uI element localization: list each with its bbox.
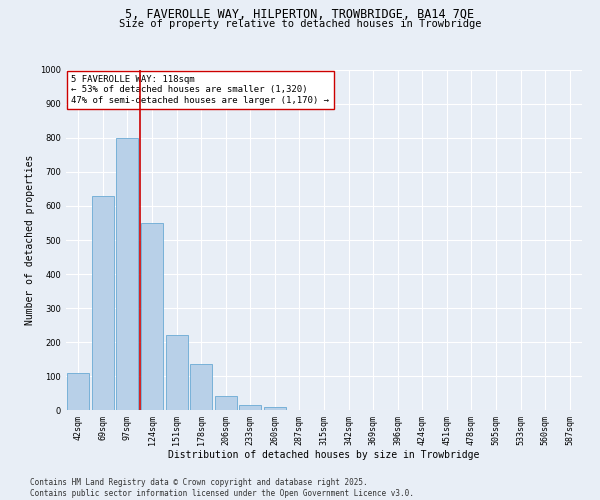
Text: Size of property relative to detached houses in Trowbridge: Size of property relative to detached ho… xyxy=(119,19,481,29)
Text: 5, FAVEROLLE WAY, HILPERTON, TROWBRIDGE, BA14 7QE: 5, FAVEROLLE WAY, HILPERTON, TROWBRIDGE,… xyxy=(125,8,475,20)
Bar xyxy=(116,138,139,410)
Bar xyxy=(141,223,163,410)
Bar xyxy=(92,196,114,410)
Bar xyxy=(264,406,286,410)
Bar xyxy=(190,364,212,410)
X-axis label: Distribution of detached houses by size in Trowbridge: Distribution of detached houses by size … xyxy=(169,450,479,460)
Bar xyxy=(166,334,188,410)
Text: 5 FAVEROLLE WAY: 118sqm
← 53% of detached houses are smaller (1,320)
47% of semi: 5 FAVEROLLE WAY: 118sqm ← 53% of detache… xyxy=(71,75,329,105)
Text: Contains HM Land Registry data © Crown copyright and database right 2025.
Contai: Contains HM Land Registry data © Crown c… xyxy=(30,478,414,498)
Bar xyxy=(67,372,89,410)
Bar xyxy=(215,396,237,410)
Y-axis label: Number of detached properties: Number of detached properties xyxy=(25,155,35,325)
Bar xyxy=(239,405,262,410)
